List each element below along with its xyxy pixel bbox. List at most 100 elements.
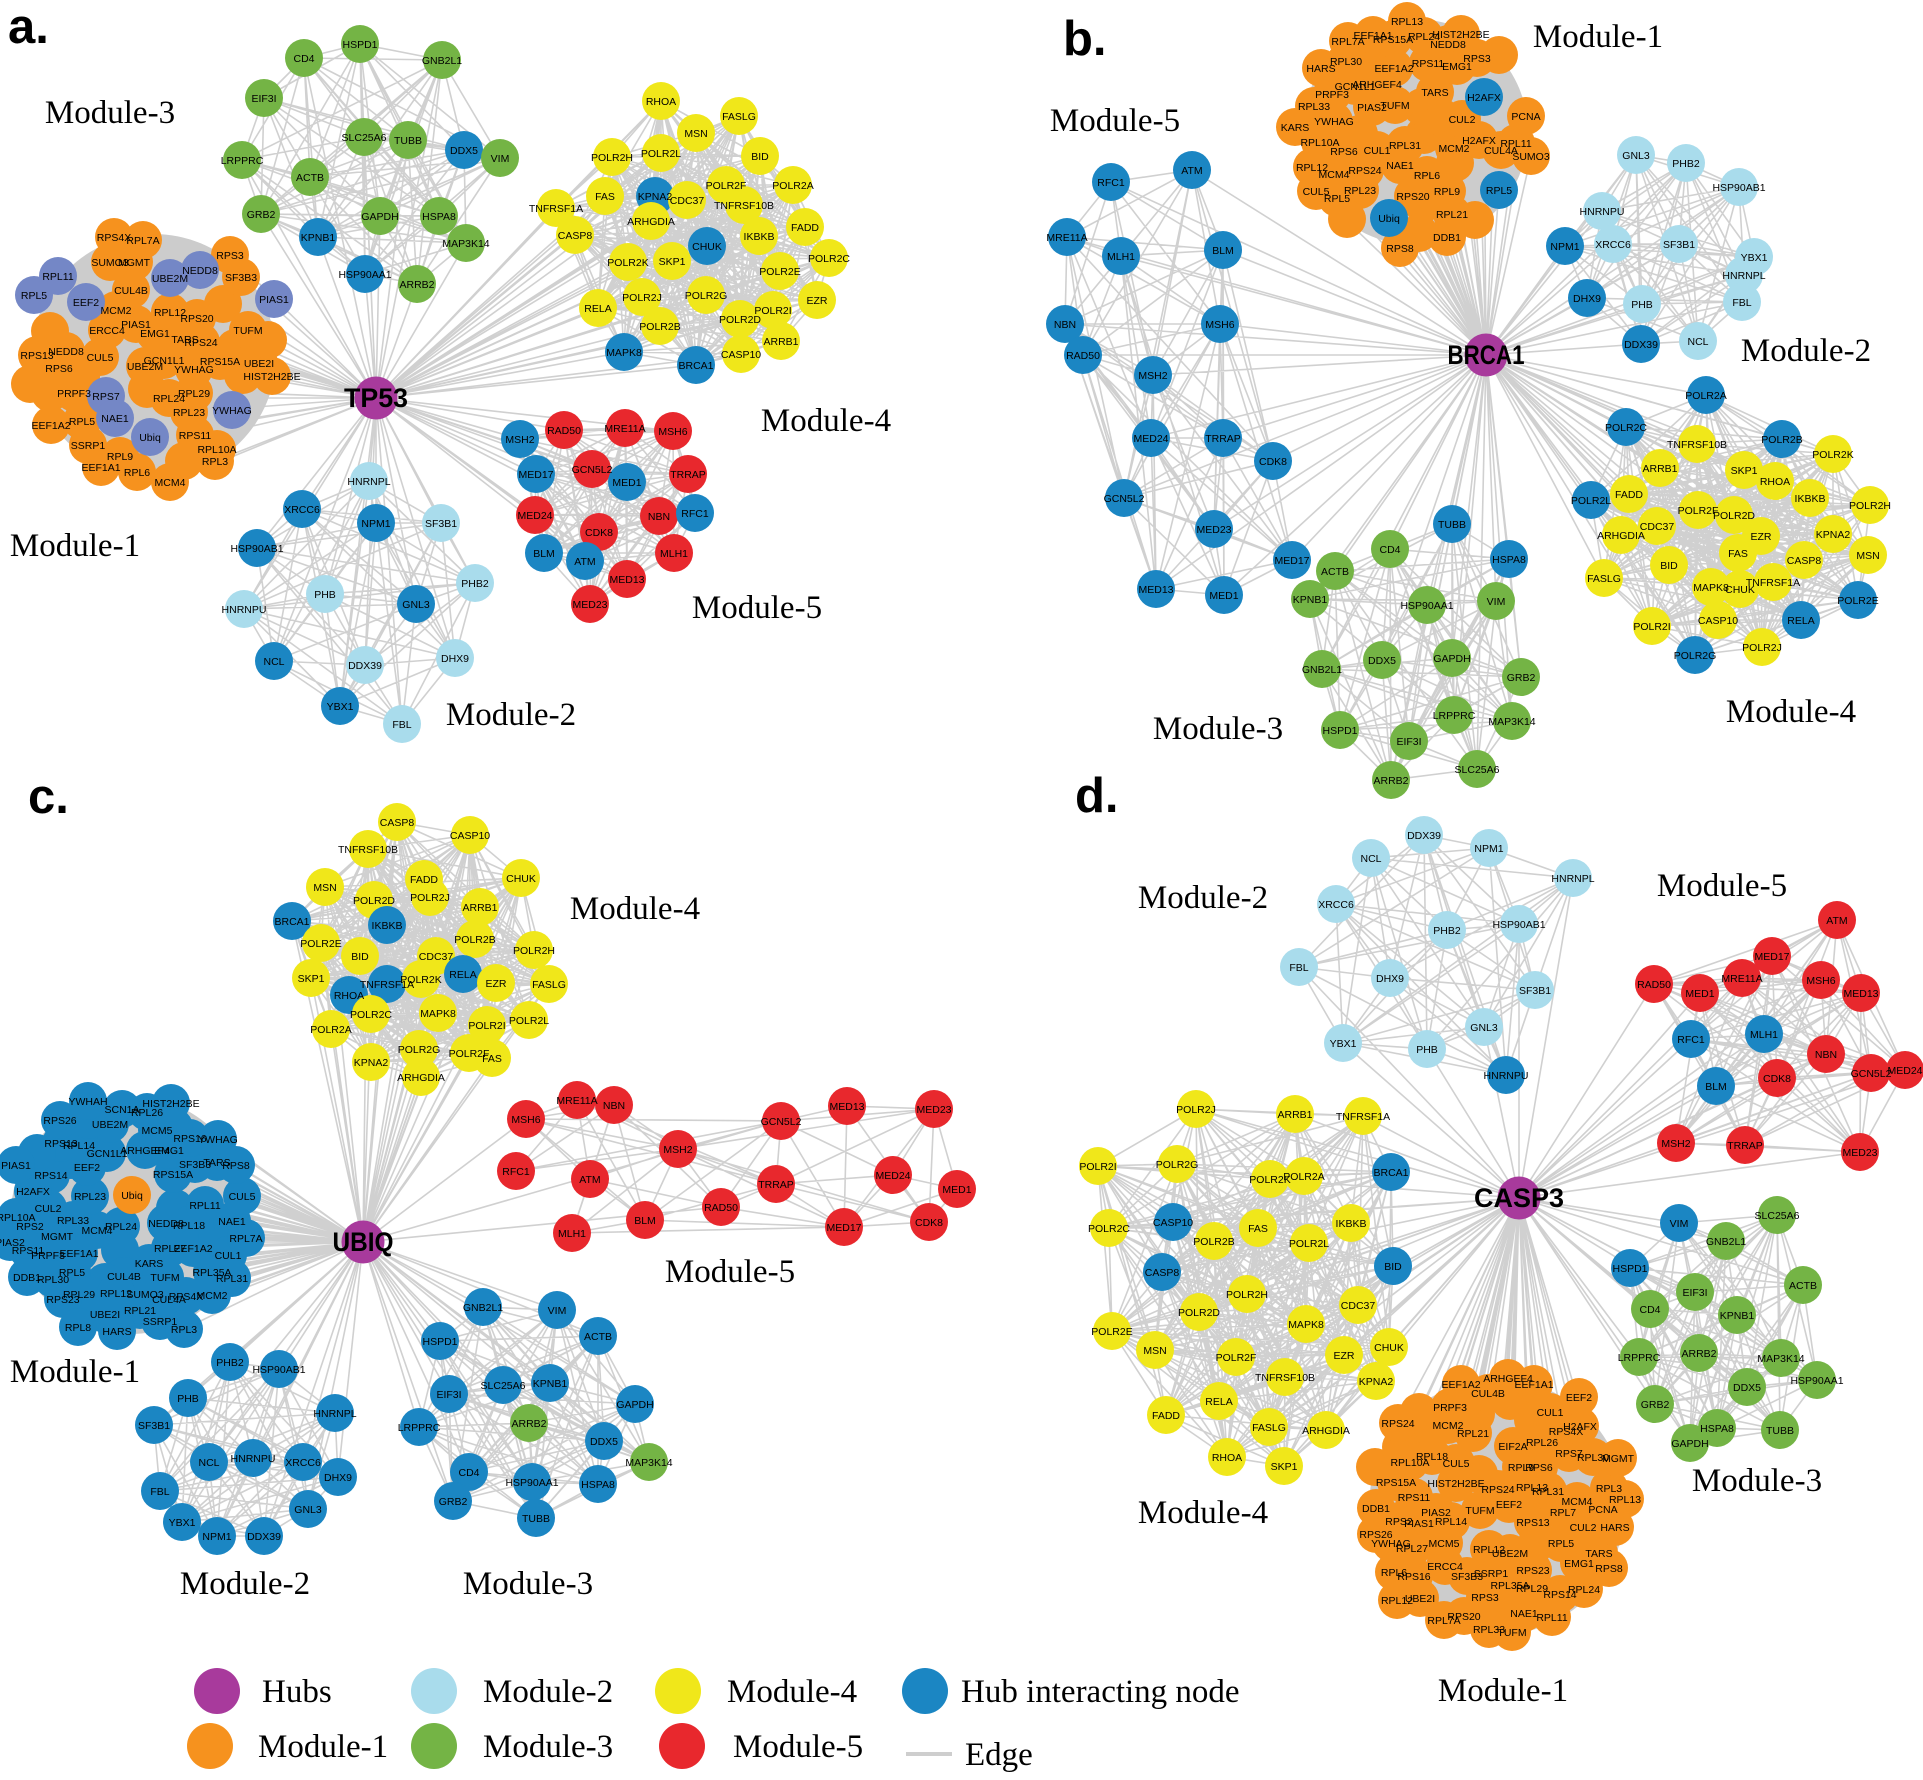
svg-text:DHX9: DHX9 xyxy=(324,1472,352,1484)
svg-text:EEF2: EEF2 xyxy=(1566,1392,1592,1404)
svg-text:RPS15A: RPS15A xyxy=(1376,1477,1416,1489)
svg-text:KPNB1: KPNB1 xyxy=(301,232,336,244)
svg-text:Module-1: Module-1 xyxy=(258,1729,388,1765)
svg-text:CASP8: CASP8 xyxy=(380,817,415,829)
svg-text:POLR2L: POLR2L xyxy=(1289,1238,1329,1250)
svg-text:CUL4B: CUL4B xyxy=(114,285,148,297)
svg-text:RPS15A: RPS15A xyxy=(153,1169,193,1181)
svg-text:FASLG: FASLG xyxy=(722,111,756,123)
svg-text:RPL23: RPL23 xyxy=(173,407,205,419)
svg-text:EIF2A: EIF2A xyxy=(1498,1441,1527,1453)
svg-text:MED24: MED24 xyxy=(1887,1065,1922,1077)
svg-text:MLH1: MLH1 xyxy=(1107,251,1135,263)
svg-text:TNFRSF1A: TNFRSF1A xyxy=(529,203,583,215)
svg-text:EEF1A2: EEF1A2 xyxy=(1374,63,1413,75)
svg-text:YWHAG: YWHAG xyxy=(1371,1538,1411,1550)
svg-text:DDX5: DDX5 xyxy=(1733,1382,1761,1394)
svg-text:RFC1: RFC1 xyxy=(1677,1034,1705,1046)
svg-text:RPL13: RPL13 xyxy=(1391,16,1423,28)
svg-text:RPS24: RPS24 xyxy=(1381,1418,1414,1430)
svg-text:HSPD1: HSPD1 xyxy=(342,39,377,51)
svg-text:LRPPRC: LRPPRC xyxy=(221,155,264,167)
svg-text:EIF3I: EIF3I xyxy=(251,93,276,105)
svg-text:TUBB: TUBB xyxy=(394,135,422,147)
svg-text:RPL9: RPL9 xyxy=(1508,1462,1534,1474)
svg-text:NAE1: NAE1 xyxy=(1386,160,1414,172)
svg-text:RPL24: RPL24 xyxy=(1568,1584,1600,1596)
svg-text:SCN1A: SCN1A xyxy=(104,1104,139,1116)
svg-text:ARRB1: ARRB1 xyxy=(1642,463,1677,475)
svg-text:RPS20: RPS20 xyxy=(1447,1611,1480,1623)
svg-text:RPL31: RPL31 xyxy=(216,1273,248,1285)
svg-text:DDX39: DDX39 xyxy=(348,660,382,672)
svg-text:POLR2H: POLR2H xyxy=(1849,500,1891,512)
svg-text:TUBB: TUBB xyxy=(1766,1425,1794,1437)
svg-text:PIAS1: PIAS1 xyxy=(1404,1518,1434,1530)
svg-text:MAP3K14: MAP3K14 xyxy=(1488,716,1535,728)
svg-text:YWHAG: YWHAG xyxy=(198,1134,238,1146)
svg-text:CUL1: CUL1 xyxy=(1364,145,1391,157)
svg-text:Module-2: Module-2 xyxy=(483,1674,613,1710)
svg-text:PIAS2: PIAS2 xyxy=(0,1237,25,1249)
svg-text:LRPPRC: LRPPRC xyxy=(1618,1352,1661,1364)
svg-text:MED17: MED17 xyxy=(1274,555,1309,567)
svg-text:RFC1: RFC1 xyxy=(681,508,709,520)
svg-text:UBE2M: UBE2M xyxy=(127,361,163,373)
svg-text:RPS20: RPS20 xyxy=(180,313,213,325)
svg-text:POLR2C: POLR2C xyxy=(1088,1223,1130,1235)
svg-text:RPL21: RPL21 xyxy=(1457,1428,1489,1440)
svg-text:EMG1: EMG1 xyxy=(140,328,170,340)
svg-text:GCN1L1: GCN1L1 xyxy=(144,355,185,367)
svg-text:RAD50: RAD50 xyxy=(547,425,581,437)
svg-text:NPM1: NPM1 xyxy=(202,1531,231,1543)
svg-text:MED1: MED1 xyxy=(1685,988,1714,1000)
svg-text:CUL5: CUL5 xyxy=(229,1191,256,1203)
svg-text:CASP8: CASP8 xyxy=(1145,1267,1180,1279)
svg-text:IKBKB: IKBKB xyxy=(372,920,403,932)
svg-text:FAS: FAS xyxy=(595,191,615,203)
svg-text:VIM: VIM xyxy=(548,1305,567,1317)
svg-text:ACTB: ACTB xyxy=(1321,566,1349,578)
svg-text:CDK8: CDK8 xyxy=(1259,456,1287,468)
svg-text:ARHGDIA: ARHGDIA xyxy=(1597,530,1645,542)
svg-text:MCM2: MCM2 xyxy=(101,305,132,317)
svg-text:RPL18: RPL18 xyxy=(173,1220,205,1232)
svg-text:HNRNPU: HNRNPU xyxy=(1484,1070,1529,1082)
svg-text:NAE1: NAE1 xyxy=(1510,1608,1538,1620)
svg-text:MED13: MED13 xyxy=(829,1101,864,1113)
svg-text:RPL7: RPL7 xyxy=(1550,1507,1576,1519)
svg-text:GRB2: GRB2 xyxy=(1507,672,1536,684)
svg-text:RPS16: RPS16 xyxy=(173,1133,206,1145)
svg-text:VIM: VIM xyxy=(1670,1218,1689,1230)
svg-text:HIST2H2BE: HIST2H2BE xyxy=(243,371,300,383)
svg-text:GRB2: GRB2 xyxy=(247,209,276,221)
svg-text:POLR2F: POLR2F xyxy=(706,180,747,192)
svg-text:RPS13: RPS13 xyxy=(1516,1517,1549,1529)
svg-text:KPNB1: KPNB1 xyxy=(1720,1310,1755,1322)
svg-text:RPL14: RPL14 xyxy=(1435,1516,1467,1528)
svg-text:RPL18: RPL18 xyxy=(1416,1451,1448,1463)
svg-text:PHB: PHB xyxy=(1416,1044,1438,1056)
svg-text:YWHAH: YWHAH xyxy=(68,1096,107,1108)
svg-text:SKP1: SKP1 xyxy=(1731,465,1758,477)
svg-text:CUL4A: CUL4A xyxy=(1484,145,1518,157)
svg-text:Module-3: Module-3 xyxy=(483,1729,613,1765)
svg-text:CDC37: CDC37 xyxy=(419,951,454,963)
svg-text:GCN5L2: GCN5L2 xyxy=(761,1116,802,1128)
svg-text:UBE2I: UBE2I xyxy=(90,1309,120,1321)
svg-text:SF3B1: SF3B1 xyxy=(1663,239,1695,251)
svg-text:POLR2I: POLR2I xyxy=(1633,621,1670,633)
svg-text:NEDD8: NEDD8 xyxy=(182,265,218,277)
svg-text:RPL27: RPL27 xyxy=(154,1243,186,1255)
svg-text:CDK8: CDK8 xyxy=(585,527,613,539)
svg-text:RPL5: RPL5 xyxy=(21,290,47,302)
svg-text:CUL2: CUL2 xyxy=(35,1203,62,1215)
svg-text:TARS: TARS xyxy=(171,334,198,346)
svg-text:FADD: FADD xyxy=(791,222,819,234)
svg-text:H2AFX: H2AFX xyxy=(16,1186,50,1198)
svg-text:RPS2: RPS2 xyxy=(16,1221,44,1233)
svg-text:NCL: NCL xyxy=(1360,853,1381,865)
svg-text:RPL30: RPL30 xyxy=(1577,1452,1609,1464)
svg-text:ATM: ATM xyxy=(574,556,595,568)
svg-text:RPS24: RPS24 xyxy=(1348,165,1381,177)
